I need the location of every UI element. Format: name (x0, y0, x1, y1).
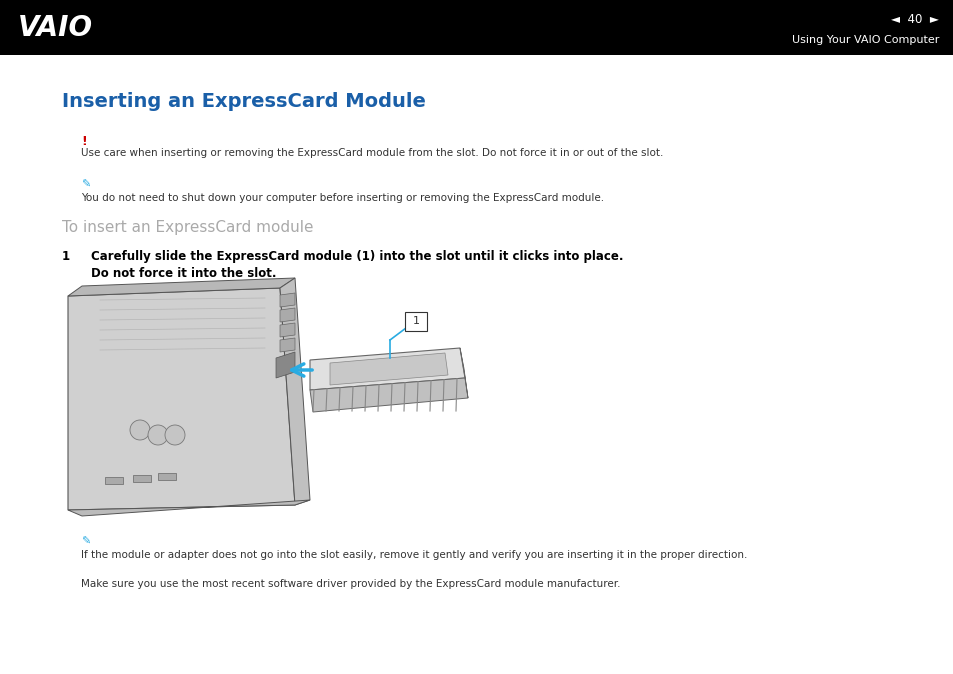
Polygon shape (280, 323, 294, 337)
Text: Carefully slide the ExpressCard module (1) into the slot until it clicks into pl: Carefully slide the ExpressCard module (… (91, 250, 623, 263)
Text: Do not force it into the slot.: Do not force it into the slot. (91, 267, 276, 280)
Polygon shape (280, 278, 310, 505)
Bar (158, 473, 175, 480)
Bar (105, 477, 123, 484)
Text: VAIO: VAIO (18, 13, 93, 42)
Text: Use care when inserting or removing the ExpressCard module from the slot. Do not: Use care when inserting or removing the … (81, 148, 662, 158)
Polygon shape (68, 278, 294, 296)
Bar (0, 0, 953, 55)
Text: ✎: ✎ (81, 180, 91, 190)
Polygon shape (275, 352, 294, 378)
Circle shape (165, 425, 185, 445)
Polygon shape (280, 293, 294, 307)
Text: You do not need to shut down your computer before inserting or removing the Expr: You do not need to shut down your comput… (81, 193, 603, 203)
Polygon shape (68, 288, 294, 510)
Circle shape (148, 425, 168, 445)
Text: To insert an ExpressCard module: To insert an ExpressCard module (62, 220, 314, 235)
Circle shape (130, 420, 150, 440)
Polygon shape (280, 308, 294, 322)
Polygon shape (330, 353, 448, 385)
Polygon shape (68, 500, 310, 516)
Text: ◄  40  ►: ◄ 40 ► (890, 13, 938, 26)
FancyBboxPatch shape (405, 312, 427, 331)
Text: Make sure you use the most recent software driver provided by the ExpressCard mo: Make sure you use the most recent softwa… (81, 579, 620, 589)
Polygon shape (310, 378, 468, 412)
Polygon shape (459, 348, 468, 398)
Text: Inserting an ExpressCard Module: Inserting an ExpressCard Module (62, 92, 425, 111)
Text: Using Your VAIO Computer: Using Your VAIO Computer (791, 34, 938, 44)
Text: !: ! (81, 135, 87, 148)
Polygon shape (310, 348, 464, 390)
Text: If the module or adapter does not go into the slot easily, remove it gently and : If the module or adapter does not go int… (81, 550, 747, 560)
Text: ✎: ✎ (81, 537, 91, 547)
Text: 1: 1 (62, 250, 71, 263)
Polygon shape (280, 338, 294, 352)
Bar (132, 475, 151, 482)
Text: 1: 1 (412, 317, 419, 326)
